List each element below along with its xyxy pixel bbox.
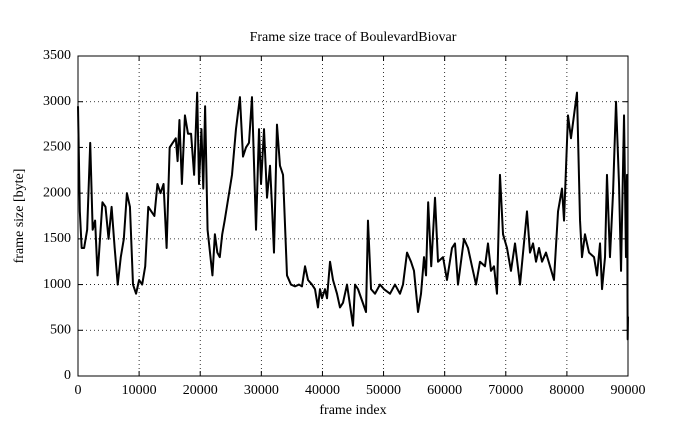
y-tick-label: 0 bbox=[64, 368, 71, 383]
x-axis-label: frame index bbox=[319, 403, 386, 418]
x-tick-label: 70000 bbox=[488, 383, 523, 398]
chart-title: Frame size trace of BoulevardBiovar bbox=[250, 30, 457, 45]
x-tick-label: 80000 bbox=[549, 383, 584, 398]
y-tick-label: 2500 bbox=[43, 140, 71, 155]
y-tick-label: 2000 bbox=[43, 185, 71, 200]
x-tick-label: 60000 bbox=[427, 383, 462, 398]
y-tick-label: 3000 bbox=[43, 94, 71, 109]
x-tick-label: 30000 bbox=[244, 383, 279, 398]
x-tick-label: 0 bbox=[75, 383, 82, 398]
y-axis-label: frame size [byte] bbox=[12, 169, 27, 264]
x-tick-label: 50000 bbox=[366, 383, 401, 398]
x-tick-label: 40000 bbox=[305, 383, 340, 398]
y-tick-label: 1000 bbox=[43, 277, 71, 292]
x-tick-label: 10000 bbox=[122, 383, 157, 398]
x-tick-label: 90000 bbox=[611, 383, 646, 398]
x-tick-label: 20000 bbox=[183, 383, 218, 398]
y-tick-label: 3500 bbox=[43, 48, 71, 63]
plot-frame bbox=[77, 55, 629, 377]
y-tick-label: 500 bbox=[50, 323, 71, 338]
data-line bbox=[77, 91, 629, 341]
y-tick-label: 1500 bbox=[43, 231, 71, 246]
